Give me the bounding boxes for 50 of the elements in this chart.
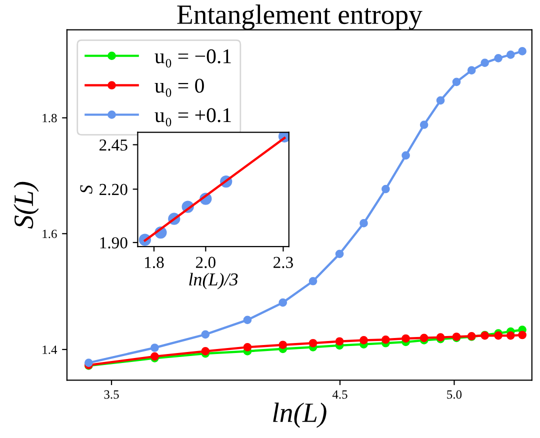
point [84, 358, 93, 367]
point [335, 337, 344, 346]
x-tick-label: 2.3 [274, 256, 293, 268]
point [494, 54, 502, 62]
y-tick-label: 1.8 [42, 114, 57, 122]
chart-title: Entanglement entropy [177, 4, 422, 30]
x-tick-label: 3.5 [104, 390, 119, 399]
point [436, 96, 445, 105]
y-tick-label: 1.6 [42, 230, 57, 238]
point [402, 151, 410, 160]
point [150, 344, 159, 352]
point [201, 330, 210, 339]
point [452, 78, 461, 86]
y-tick-label: 1.4 [42, 346, 58, 354]
point [518, 47, 526, 56]
point [467, 66, 476, 74]
point [506, 331, 515, 340]
y-tick-label: 2.45 [100, 139, 128, 151]
point [201, 347, 210, 356]
point [382, 184, 390, 194]
legend-label: u₀ = +0.1 [154, 108, 231, 126]
point [335, 250, 344, 258]
y-axis-title: S(L) [14, 182, 39, 229]
x-tick-label: 1.8 [145, 256, 164, 268]
y-tick-label: 2.20 [100, 184, 128, 196]
point [243, 343, 252, 352]
x-tick-label: 4.5 [332, 390, 348, 399]
legend-label: u₀ = 0 [154, 78, 204, 97]
point [518, 330, 526, 340]
x-axis-title: ln(L) [273, 402, 326, 428]
point [382, 335, 390, 344]
point [278, 340, 288, 350]
point [308, 338, 318, 348]
legend-label: u₀ = −0.1 [154, 49, 231, 68]
point [402, 334, 410, 343]
point [420, 334, 428, 342]
point [506, 50, 515, 59]
point [420, 120, 428, 129]
point [480, 58, 489, 67]
point [278, 298, 288, 307]
point [308, 276, 318, 286]
y-tick-label: 1.90 [100, 237, 128, 249]
point [243, 316, 252, 324]
y-axis-title: S [80, 185, 92, 194]
point [494, 331, 502, 340]
point [360, 336, 368, 344]
x-tick-label: 2.0 [196, 256, 216, 268]
x-tick-label: 5.0 [447, 390, 462, 399]
point [360, 219, 368, 228]
x-axis-title: ln(L)/3 [189, 272, 238, 290]
